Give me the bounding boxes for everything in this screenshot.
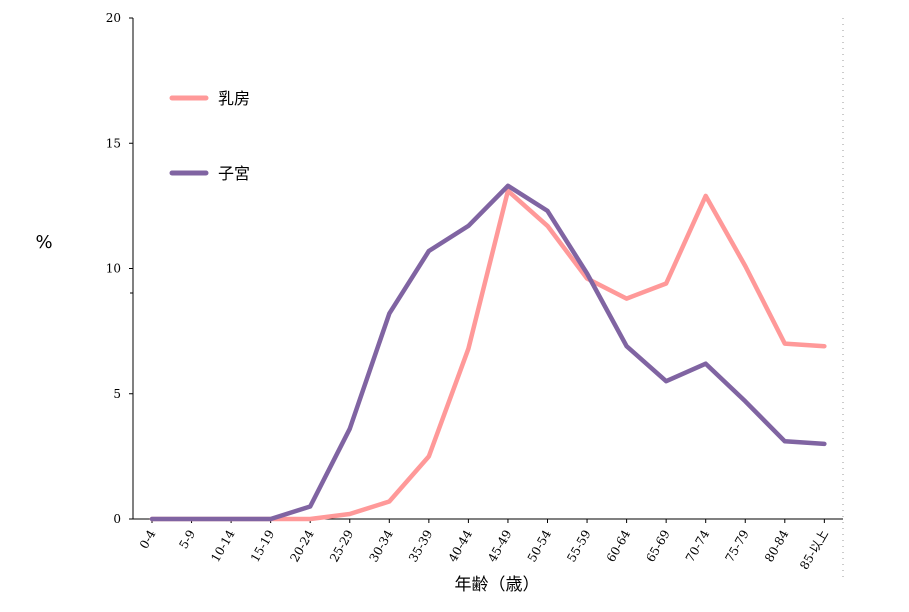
x-tick-label: 55-59 (564, 528, 593, 565)
x-tick-label: 60-64 (604, 527, 634, 564)
x-axis-label: 年齢（歳） (455, 575, 540, 595)
y-tick-label: 10 (106, 262, 121, 276)
x-tick-label: 50-54 (525, 527, 555, 564)
x-tick-label: 20-24 (287, 527, 317, 564)
series-line-乳房 (149, 188, 827, 522)
x-tick-label: 80-84 (762, 527, 792, 564)
x-tick-label: 10-14 (208, 527, 238, 564)
x-tick-label: 30-34 (366, 527, 396, 564)
x-tick-label: 25-29 (327, 528, 356, 565)
series-lines (149, 183, 827, 522)
x-axis-ticks: 0-4 5-9 10-14 15-19 20-24 25-29 30-34 35-39 40-4… (137, 519, 831, 572)
legend-label: 子宮 (218, 164, 250, 183)
series-line-子宮 (149, 183, 827, 522)
x-tick-label: 85-以上 (797, 528, 831, 573)
y-tick-label: 0 (113, 512, 121, 526)
x-tick-label: 75-79 (722, 528, 751, 565)
x-tick-label: 0-4 (137, 527, 159, 551)
y-tick-label: 5 (113, 387, 121, 401)
x-tick-label: 65-69 (643, 528, 672, 565)
x-tick-label: 35-39 (406, 528, 435, 565)
x-tick-label: 45-49 (485, 528, 514, 565)
y-tick-label: 15 (106, 136, 121, 150)
x-tick-label: 15-19 (248, 528, 277, 565)
y-axis-ticks: 0 5 10 15 20 (106, 11, 133, 526)
x-tick-label: 5-9 (176, 528, 198, 552)
legend-label: 乳房 (218, 89, 250, 108)
y-tick-label: 20 (106, 11, 121, 25)
y-axis-label: % (35, 232, 52, 253)
x-tick-label: 70-74 (683, 527, 713, 564)
x-tick-label: 40-44 (446, 527, 476, 564)
